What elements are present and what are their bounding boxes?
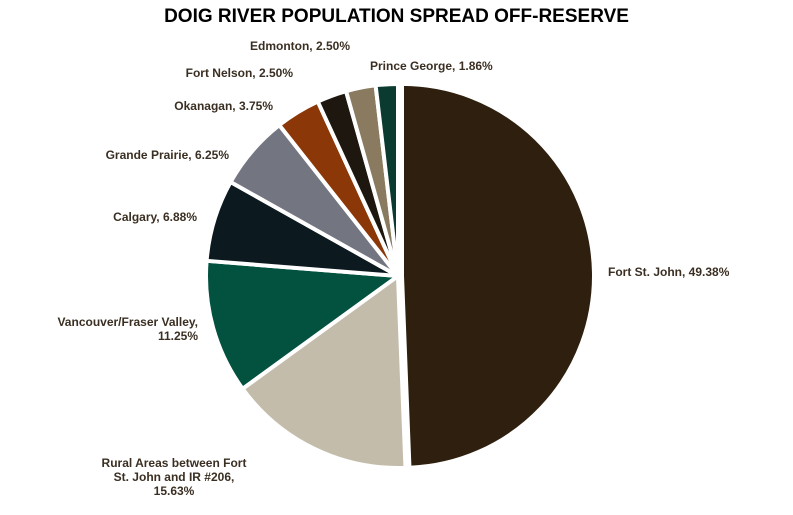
- slice-label: Grande Prairie, 6.25%: [105, 148, 229, 162]
- slice-label: Prince George, 1.86%: [370, 59, 493, 73]
- slice-label: Rural Areas between Fort St. John and IR…: [101, 456, 247, 498]
- slice-label: Fort Nelson, 2.50%: [185, 66, 293, 80]
- slice-label: Calgary, 6.88%: [113, 210, 197, 224]
- slice-label: Edmonton, 2.50%: [249, 39, 350, 53]
- pie-slice: [240, 274, 408, 470]
- slice-label: Okanagan, 3.75%: [174, 99, 273, 113]
- chart-title: DOIG RIVER POPULATION SPREAD OFF-RESERVE: [164, 6, 629, 27]
- slice-label: Fort St. John, 49.38%: [608, 265, 730, 279]
- pie-slice: [399, 81, 596, 470]
- pie-slice: [204, 258, 400, 391]
- slice-label: Vancouver/Fraser Valley, 11.25%: [57, 315, 198, 343]
- pie-slice: [373, 82, 400, 278]
